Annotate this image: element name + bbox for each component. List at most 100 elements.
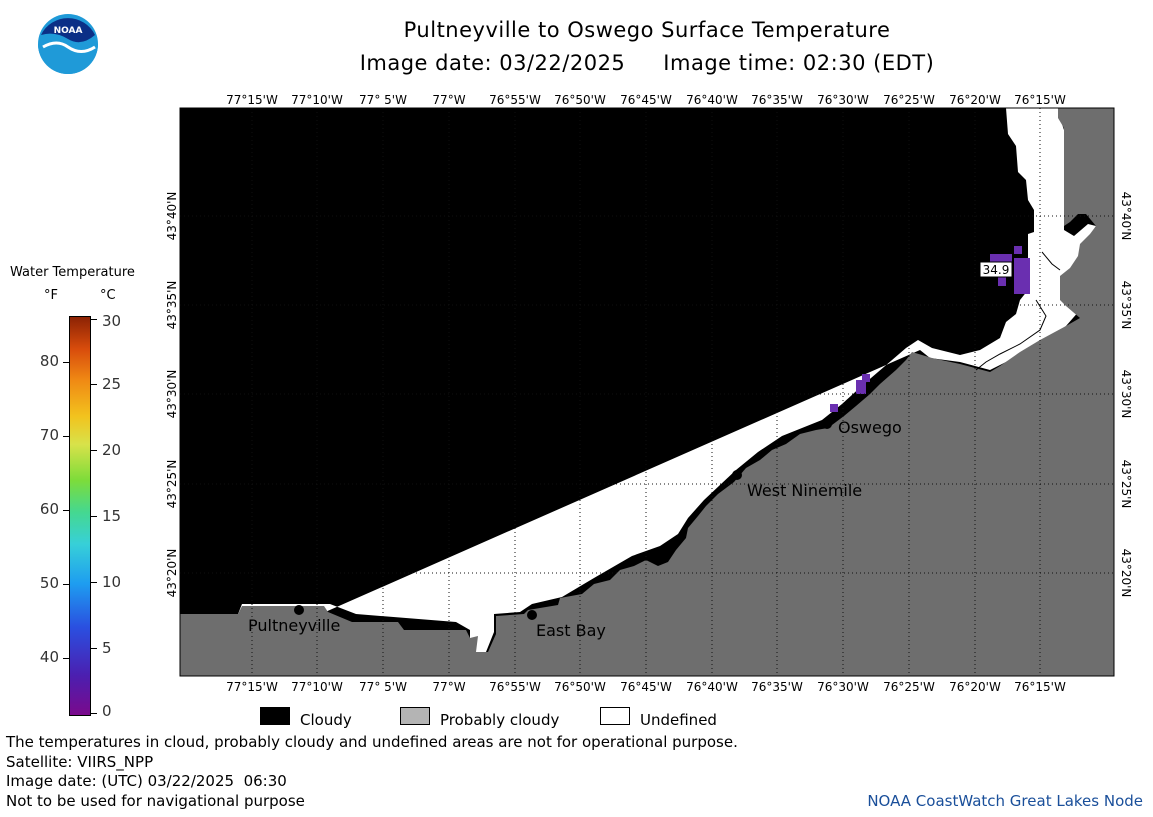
legend-probably-cloudy-label: Probably cloudy bbox=[440, 711, 560, 729]
east-bay-marker bbox=[527, 610, 537, 620]
latitude-labels-left: 43°40'N 43°35'N 43°30'N 43°25'N 43°20'N bbox=[165, 192, 179, 598]
c-tick bbox=[91, 450, 97, 451]
lon-label-top: 76°50'W bbox=[554, 93, 606, 107]
lon-label-top: 76°30'W bbox=[817, 93, 869, 107]
lon-label-top: 77°15'W bbox=[226, 93, 278, 107]
c-tick bbox=[91, 516, 97, 517]
lat-label-left: 43°25'N bbox=[165, 460, 179, 509]
lon-label-top: 77°W bbox=[432, 93, 465, 107]
latitude-labels-right: 43°40'N 43°35'N 43°30'N 43°25'N 43°20'N bbox=[1119, 192, 1133, 598]
lat-label-left: 43°40'N bbox=[165, 192, 179, 241]
legend-probably-cloudy-swatch bbox=[400, 707, 430, 725]
legend-cloudy-swatch bbox=[260, 707, 290, 725]
place-label-pultneyville: Pultneyville bbox=[248, 616, 340, 635]
lat-label-right: 43°30'N bbox=[1119, 370, 1133, 419]
lat-label-right: 43°25'N bbox=[1119, 460, 1133, 509]
lon-label-top: 76°20'W bbox=[949, 93, 1001, 107]
c-tick-label: 10 bbox=[102, 573, 122, 591]
water-temperature-pixels bbox=[830, 246, 1030, 412]
satellite-text: Satellite: VIIRS_NPP bbox=[6, 753, 154, 771]
unit-celsius: °C bbox=[100, 288, 116, 303]
map-title: Pultneyville to Oswego Surface Temperatu… bbox=[403, 18, 891, 42]
disclaimer-text: The temperatures in cloud, probably clou… bbox=[6, 733, 738, 751]
place-label-oswego: Oswego bbox=[838, 418, 902, 437]
lon-label-top: 77°10'W bbox=[291, 93, 343, 107]
credit-text: NOAA CoastWatch Great Lakes Node bbox=[867, 792, 1143, 810]
lon-label-bottom: 76°40'W bbox=[686, 680, 738, 694]
c-tick-label: 0 bbox=[102, 702, 112, 720]
map-area: 77°15'W 77°10'W 77° 5'W 77°W 76°55'W 76°… bbox=[165, 93, 1133, 694]
legend-cloudy-label: Cloudy bbox=[300, 711, 352, 729]
c-tick bbox=[91, 713, 97, 714]
map-subtitle: Image date: 03/22/2025 Image time: 02:30 … bbox=[180, 51, 1114, 75]
lon-label-bottom: 76°20'W bbox=[949, 680, 1001, 694]
noaa-logo-text: NOAA bbox=[54, 26, 83, 36]
c-tick-label: 15 bbox=[102, 507, 122, 525]
probably-cloudy-region bbox=[180, 108, 1114, 676]
lon-label-bottom: 76°55'W bbox=[489, 680, 541, 694]
lon-label-bottom: 76°45'W bbox=[620, 680, 672, 694]
lat-label-right: 43°20'N bbox=[1119, 549, 1133, 598]
longitude-labels-top: 77°15'W 77°10'W 77° 5'W 77°W 76°55'W 76°… bbox=[226, 93, 1066, 107]
west-ninemile-marker bbox=[732, 470, 742, 480]
navigation-warning-text: Not to be used for navigational purpose bbox=[6, 792, 305, 810]
lon-label-top: 76°15'W bbox=[1014, 93, 1066, 107]
lon-label-top: 76°55'W bbox=[489, 93, 541, 107]
c-tick bbox=[91, 319, 97, 320]
utc-date-text: Image date: (UTC) 03/22/2025 06:30 bbox=[6, 772, 287, 790]
f-tick-label: 70 bbox=[39, 426, 59, 444]
legend-undefined-label: Undefined bbox=[640, 711, 717, 729]
lon-label-top: 77° 5'W bbox=[359, 93, 407, 107]
colorbar-title: Water Temperature bbox=[10, 265, 135, 280]
lon-label-top: 76°25'W bbox=[883, 93, 935, 107]
place-label-west-ninemile: West Ninemile bbox=[747, 481, 862, 500]
c-tick-label: 30 bbox=[102, 312, 122, 330]
f-tick bbox=[63, 436, 69, 437]
f-tick bbox=[63, 362, 69, 363]
lon-label-bottom: 76°15'W bbox=[1014, 680, 1066, 694]
f-tick bbox=[63, 658, 69, 659]
graticule bbox=[180, 108, 1114, 676]
oswego-marker bbox=[822, 419, 832, 429]
image-date: Image date: 03/22/2025 bbox=[359, 51, 626, 75]
lon-label-bottom: 76°35'W bbox=[751, 680, 803, 694]
lon-label-bottom: 77° 5'W bbox=[359, 680, 407, 694]
c-tick-label: 5 bbox=[102, 639, 112, 657]
lon-label-bottom: 76°50'W bbox=[554, 680, 606, 694]
lat-label-right: 43°40'N bbox=[1119, 192, 1133, 241]
f-tick-label: 60 bbox=[39, 500, 59, 518]
f-tick bbox=[63, 584, 69, 585]
temperature-readout: 34.9 bbox=[983, 263, 1010, 277]
f-tick-label: 40 bbox=[39, 648, 59, 666]
lat-label-left: 43°30'N bbox=[165, 370, 179, 419]
c-tick-label: 20 bbox=[102, 441, 122, 459]
place-markers: Pultneyville East Bay West Ninemile Oswe… bbox=[248, 418, 902, 640]
f-tick-label: 80 bbox=[39, 352, 59, 370]
lat-label-left: 43°20'N bbox=[165, 549, 179, 598]
unit-fahrenheit: °F bbox=[44, 288, 58, 303]
f-tick bbox=[63, 510, 69, 511]
f-tick-label: 50 bbox=[39, 574, 59, 592]
longitude-labels-bottom: 77°15'W 77°10'W 77° 5'W 77°W 76°55'W 76°… bbox=[226, 680, 1066, 694]
lon-label-top: 76°40'W bbox=[686, 93, 738, 107]
lon-label-top: 76°35'W bbox=[751, 93, 803, 107]
temperature-readout-box bbox=[979, 261, 1013, 278]
noaa-logo: NOAA bbox=[38, 14, 98, 74]
c-tick bbox=[91, 648, 97, 649]
lon-label-bottom: 76°25'W bbox=[883, 680, 935, 694]
lat-label-left: 43°35'N bbox=[165, 281, 179, 330]
lon-label-bottom: 76°30'W bbox=[817, 680, 869, 694]
legend-undefined-swatch bbox=[600, 707, 630, 725]
place-label-east-bay: East Bay bbox=[536, 621, 606, 640]
c-tick bbox=[91, 384, 97, 385]
lon-label-bottom: 77°10'W bbox=[291, 680, 343, 694]
lon-label-top: 76°45'W bbox=[620, 93, 672, 107]
lat-label-right: 43°35'N bbox=[1119, 281, 1133, 330]
c-tick-label: 25 bbox=[102, 375, 122, 393]
temperature-colorbar bbox=[69, 316, 91, 716]
c-tick bbox=[91, 582, 97, 583]
image-time: Image time: 02:30 (EDT) bbox=[663, 51, 935, 75]
lon-label-bottom: 77°15'W bbox=[226, 680, 278, 694]
lon-label-bottom: 77°W bbox=[432, 680, 465, 694]
pultneyville-marker bbox=[294, 605, 304, 615]
